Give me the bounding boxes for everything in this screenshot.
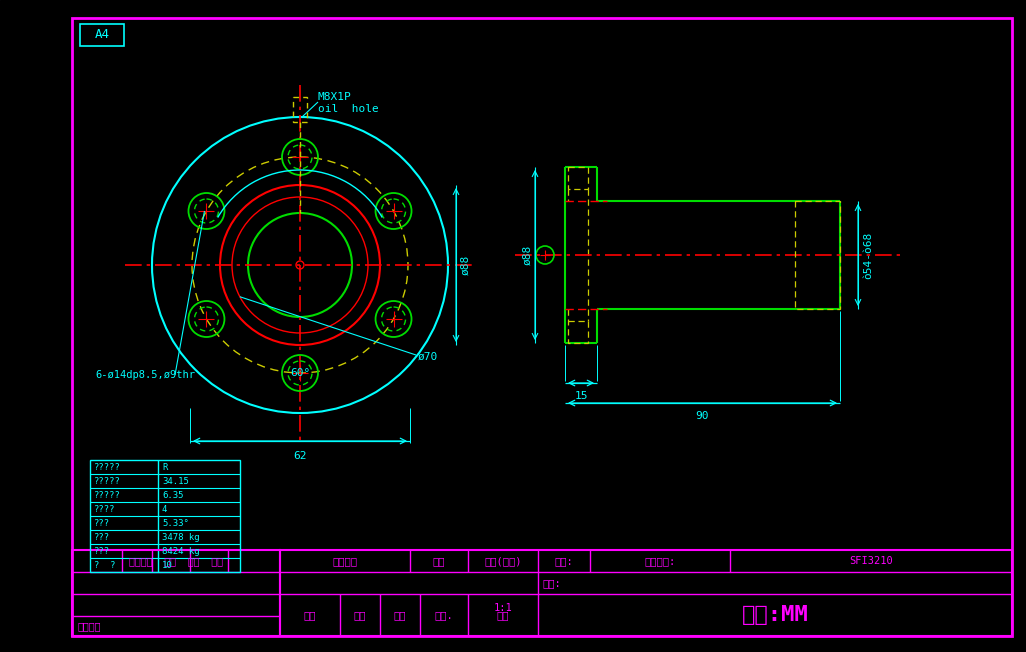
Text: 单位:MM: 单位:MM (742, 605, 808, 625)
Bar (280, 550, 1012, 636)
Bar (795, 201, 840, 309)
Text: 视角.: 视角. (435, 610, 453, 620)
Text: 15: 15 (575, 391, 588, 401)
Text: 参考图号:: 参考图号: (644, 556, 676, 566)
Text: 数量(单台): 数量(单台) (484, 556, 522, 566)
Text: 客户确认: 客户确认 (77, 621, 101, 631)
Text: ???: ??? (94, 533, 110, 542)
Text: 设计: 设计 (354, 610, 366, 620)
Text: ø88: ø88 (522, 245, 532, 265)
Text: ?????: ????? (94, 477, 121, 486)
Text: 62: 62 (293, 451, 307, 461)
Text: ????: ???? (94, 505, 116, 514)
Text: 34.15: 34.15 (162, 477, 189, 486)
Text: 审核: 审核 (394, 610, 406, 620)
Text: 更改标记  处数  日期  签名: 更改标记 处数 日期 签名 (129, 556, 223, 566)
Text: ø88: ø88 (460, 255, 470, 275)
Text: 8424 kg: 8424 kg (162, 546, 200, 556)
Text: 10: 10 (162, 561, 172, 569)
Text: 3478 kg: 3478 kg (162, 533, 200, 542)
Text: R: R (162, 462, 167, 471)
Text: 90: 90 (696, 411, 709, 421)
Text: 6.35: 6.35 (162, 490, 184, 499)
Bar (568, 321, 588, 343)
Text: 比例: 比例 (497, 610, 509, 620)
Text: 绘图: 绘图 (304, 610, 316, 620)
Text: 60°: 60° (290, 368, 310, 378)
Text: ?????: ????? (94, 490, 121, 499)
Bar (568, 167, 588, 189)
Bar (90, 460, 240, 572)
Bar (72, 550, 280, 636)
Text: ???: ??? (94, 546, 110, 556)
Text: 客户名称: 客户名称 (332, 556, 357, 566)
Text: 6-ø14dp8.5,ø9thr: 6-ø14dp8.5,ø9thr (95, 370, 195, 380)
Text: ò54-ò68: ò54-ò68 (863, 231, 873, 278)
Text: 日期: 日期 (433, 556, 445, 566)
Text: 5.33°: 5.33° (162, 518, 189, 527)
Text: SFI3210: SFI3210 (850, 556, 893, 566)
Text: A4: A4 (94, 29, 110, 42)
Text: 型号:: 型号: (555, 556, 574, 566)
Text: ???: ??? (94, 518, 110, 527)
Bar (293, 97, 307, 122)
Text: ?????: ????? (94, 462, 121, 471)
Text: ?  ?: ? ? (94, 561, 116, 569)
Text: ø70: ø70 (418, 352, 438, 362)
Text: M8X1P
oil  hole: M8X1P oil hole (318, 92, 379, 113)
Text: 4: 4 (162, 505, 167, 514)
Text: 1:1: 1:1 (494, 603, 512, 613)
Text: 材料:: 材料: (542, 578, 561, 588)
Bar (80, 24, 124, 46)
